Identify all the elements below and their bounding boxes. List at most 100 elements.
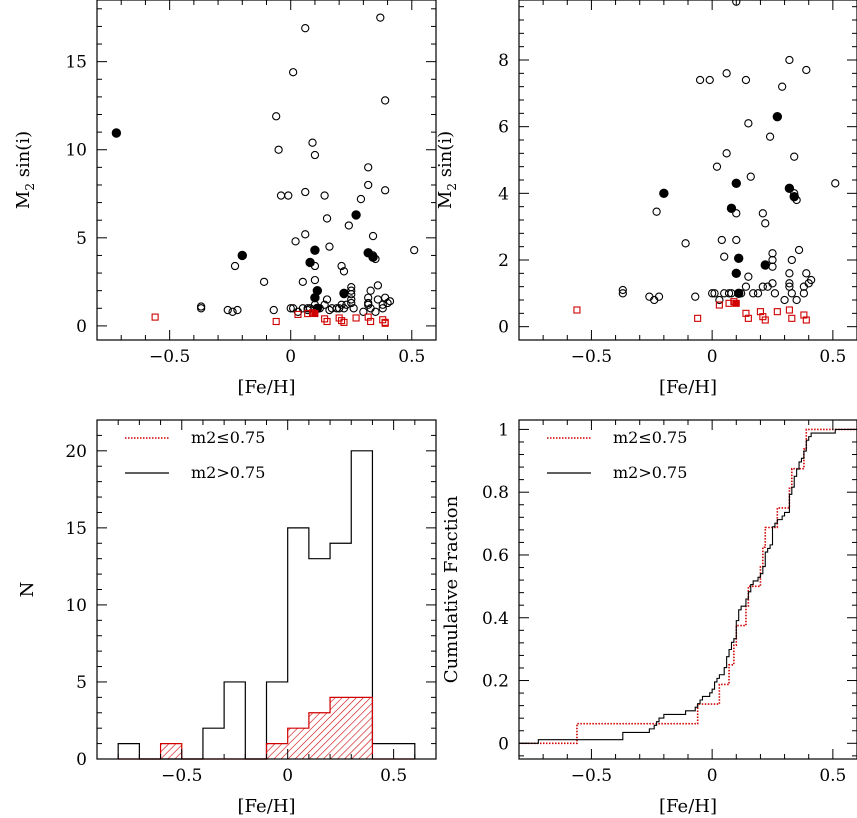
data-point — [694, 314, 702, 322]
data-point — [196, 302, 206, 311]
data-point — [744, 119, 753, 128]
plot-frame — [518, 419, 857, 760]
data-point — [725, 299, 733, 307]
data-point — [717, 235, 726, 245]
data-point — [301, 24, 310, 33]
data-point — [731, 178, 741, 189]
data-point — [284, 191, 293, 200]
data-point — [288, 68, 298, 77]
data-point — [349, 304, 358, 313]
y-tick-label: 5 — [76, 229, 87, 249]
histogram-bar — [287, 728, 309, 759]
histogram-bar — [330, 697, 352, 759]
data-point — [785, 269, 794, 278]
y-tick-label: 15 — [65, 53, 87, 73]
data-point — [710, 289, 719, 298]
data-point — [383, 298, 392, 308]
data-point — [761, 219, 770, 228]
data-point — [274, 145, 283, 154]
x-axis-label: [Fe/H] — [238, 377, 296, 398]
y-tick-label: 6 — [498, 118, 509, 138]
data-point — [800, 311, 808, 319]
x-axis-label: [Fe/H] — [238, 796, 296, 817]
data-point — [378, 304, 387, 313]
data-point — [794, 245, 804, 255]
data-point — [681, 239, 690, 248]
data-point — [380, 96, 390, 105]
data-point — [695, 75, 705, 85]
data-point — [734, 288, 744, 299]
data-point — [230, 261, 240, 271]
data-point — [339, 267, 349, 276]
data-point — [312, 285, 323, 296]
data-point — [233, 305, 242, 315]
data-point — [756, 308, 764, 316]
plot-frame — [96, 0, 437, 341]
data-point — [732, 299, 740, 307]
data-point — [380, 186, 390, 195]
data-point — [347, 283, 356, 292]
y-tick-label: 0.2 — [482, 672, 509, 692]
data-point — [337, 261, 346, 271]
legend-label-low: m2≤0.75 — [613, 428, 687, 447]
y-axis-label-sub: 2 — [23, 183, 37, 191]
legend-label-high: m2>0.75 — [191, 463, 265, 482]
data-point — [788, 314, 796, 322]
data-point — [286, 304, 295, 313]
data-point — [741, 75, 751, 85]
panel-tl: −0.5 0 0.5 0 5 10 15 [Fe/H] M2 sin(i) — [13, 0, 437, 398]
y-tick-label: 0 — [76, 317, 87, 337]
data-point — [731, 268, 741, 279]
data-point — [359, 307, 368, 316]
y-tick-label: 0.8 — [482, 483, 509, 503]
data-point — [773, 308, 781, 316]
data-point — [802, 316, 810, 324]
data-point — [787, 289, 796, 298]
y-tick-label: 5 — [76, 673, 87, 693]
data-point — [768, 249, 777, 258]
data-point — [344, 221, 353, 230]
cdf-line-high — [519, 428, 857, 744]
y-tick-label: 10 — [65, 596, 87, 616]
data-point — [732, 209, 741, 218]
y-tick-label: 1 — [498, 420, 509, 440]
data-point — [323, 317, 331, 326]
x-axis-label: [Fe/H] — [659, 377, 717, 398]
data-point — [573, 306, 581, 314]
data-point — [272, 317, 280, 326]
legend-label-high: m2>0.75 — [613, 463, 687, 482]
x-tick-label: 0.5 — [380, 766, 407, 786]
data-point — [753, 289, 763, 298]
data-point — [378, 300, 387, 309]
data-point — [758, 282, 767, 291]
data-point — [761, 316, 769, 324]
cdf-line-low — [519, 428, 857, 745]
data-point — [652, 207, 661, 216]
y-tick-label: 15 — [65, 519, 87, 539]
data-point — [659, 188, 669, 199]
data-point — [758, 209, 767, 218]
data-point — [347, 298, 356, 308]
data-point — [223, 305, 232, 315]
data-point — [373, 281, 383, 290]
data-point — [654, 292, 664, 301]
data-point — [618, 289, 627, 298]
data-point — [691, 292, 700, 301]
data-point — [305, 257, 315, 268]
data-point — [784, 183, 795, 194]
data-point — [715, 295, 724, 305]
data-point — [322, 295, 332, 304]
data-point — [356, 194, 366, 204]
data-point — [338, 317, 346, 325]
data-point — [768, 279, 777, 288]
y-axis-label-rest: sin(i) — [435, 131, 456, 183]
data-point — [276, 191, 286, 200]
data-point — [310, 245, 320, 255]
data-point — [301, 230, 310, 239]
data-point — [744, 272, 753, 281]
data-point — [790, 152, 799, 161]
data-point — [311, 310, 319, 318]
data-point — [734, 253, 744, 264]
